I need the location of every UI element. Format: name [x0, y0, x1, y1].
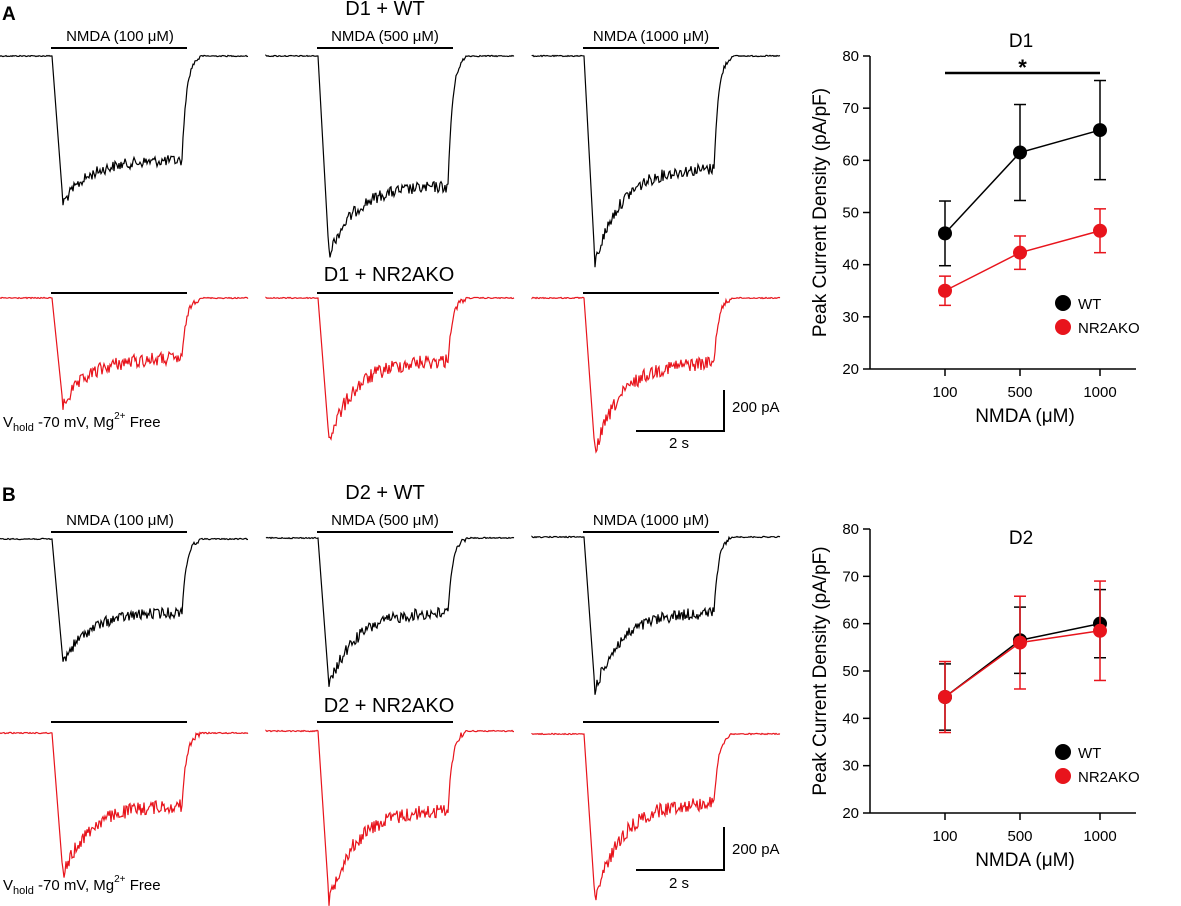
- x-tick-label: 1000: [1083, 384, 1116, 401]
- vhold-end: Free: [126, 877, 161, 894]
- x-axis-label: NMDA (μM): [975, 850, 1075, 871]
- chart-title: D2: [1009, 528, 1033, 549]
- data-point-wt: [938, 226, 952, 241]
- y-tick-label: 40: [842, 710, 859, 727]
- y-tick-label: 80: [842, 521, 859, 538]
- y-tick-label: 70: [842, 100, 859, 117]
- y-tick-label: 70: [842, 568, 859, 585]
- panel-b-ko-title: D2 + NR2AKO: [324, 695, 455, 717]
- panel-a-agonist-bars: [51, 47, 719, 294]
- vhold-mid: -70 mV, Mg: [34, 877, 114, 894]
- panel-b-letter: B: [2, 485, 16, 506]
- y-tick-label: 50: [842, 205, 859, 222]
- ko-current-trace: [265, 729, 514, 906]
- panel-a-scale-bar: 200 pA 2 s: [636, 390, 780, 452]
- panel-a: A D1 + WT NMDA (100 μM) NMDA (500 μM) NM…: [0, 0, 781, 454]
- panel-b-scale-bar: 200 pA 2 s: [636, 827, 780, 892]
- series-line-nr2ako: [944, 230, 1101, 292]
- y-tick-label: 30: [842, 309, 859, 326]
- panel-b-wt-title: D2 + WT: [345, 482, 424, 504]
- vhold-sup: 2+: [114, 411, 126, 422]
- vhold-sup: 2+: [114, 874, 126, 885]
- y-tick-label: 60: [842, 152, 859, 169]
- ko-current-trace: [265, 296, 515, 441]
- vhold-v: V: [3, 414, 13, 431]
- scale-bar-lines: [636, 827, 725, 871]
- y-axis-label: Peak Current Density (pA/pF): [810, 546, 831, 795]
- ko-current-trace: [531, 732, 781, 901]
- chart-d2: 20 30 40 50 60 70 80 100 500 1000 D2 NMDA (μM) Peak …: [810, 521, 1140, 871]
- wt-current-trace: [0, 537, 249, 662]
- x-tick-label: 500: [1007, 384, 1032, 401]
- panel-a-traces: [0, 54, 781, 454]
- y-tick-label: 60: [842, 616, 859, 633]
- ko-current-trace: [0, 296, 249, 410]
- chart-title: D1: [1009, 31, 1033, 52]
- wt-current-trace: [265, 54, 515, 258]
- data-point-nr2ako: [1013, 245, 1027, 260]
- y-axis-label: Peak Current Density (pA/pF): [810, 88, 831, 337]
- legend-marker-wt: [1055, 744, 1071, 760]
- x-tick-label: 100: [932, 828, 957, 845]
- ko-current-trace: [0, 731, 249, 878]
- panel-a-letter: A: [2, 4, 16, 25]
- series-line-wt: [944, 129, 1101, 234]
- wt-current-trace: [531, 535, 781, 695]
- panel-a-conc-label-1000: NMDA (1000 μM): [593, 28, 709, 45]
- vhold-sub: hold: [13, 885, 34, 897]
- panel-a-conc-label-500: NMDA (500 μM): [331, 28, 439, 45]
- data-point-nr2ako: [938, 690, 952, 705]
- chart-d1: 20 30 40 50 60 70 80 100 500 1000 D1 NMDA (μM) Peak …: [810, 31, 1140, 427]
- data-point-wt: [1013, 145, 1027, 160]
- legend-marker-wt: [1055, 295, 1071, 311]
- legend-label-wt: WT: [1078, 296, 1101, 313]
- panel-b-conc-label-500: NMDA (500 μM): [331, 512, 439, 529]
- scale-bar-x-label: 2 s: [669, 435, 689, 452]
- y-tick-label: 50: [842, 663, 859, 680]
- data-point-wt: [1093, 123, 1107, 138]
- panel-b: B D2 + WT NMDA (100 μM) NMDA (500 μM) NM…: [0, 482, 781, 906]
- panel-b-conc-label-100: NMDA (100 μM): [66, 512, 174, 529]
- vhold-v: V: [3, 877, 13, 894]
- wt-current-trace: [531, 54, 781, 268]
- scale-bar-lines: [636, 390, 725, 432]
- scale-bar-y-label: 200 pA: [732, 841, 780, 858]
- x-tick-label: 500: [1007, 828, 1032, 845]
- legend-label-nr2ako: NR2AKO: [1078, 769, 1140, 786]
- panel-b-agonist-bars: [51, 531, 719, 723]
- x-axis-label: NMDA (μM): [975, 406, 1075, 427]
- y-tick-label: 20: [842, 361, 859, 378]
- legend-label-wt: WT: [1078, 745, 1101, 762]
- data-point-nr2ako: [938, 283, 952, 298]
- wt-current-trace: [0, 54, 249, 206]
- panel-b-conc-label-1000: NMDA (1000 μM): [593, 512, 709, 529]
- vhold-end: Free: [126, 414, 161, 431]
- significance-marker: *: [1018, 55, 1027, 80]
- legend-marker-nr2ako: [1055, 768, 1071, 784]
- vhold-mid: -70 mV, Mg: [34, 414, 114, 431]
- x-tick-label: 100: [932, 384, 957, 401]
- y-tick-label: 80: [842, 48, 859, 65]
- panel-a-wt-title: D1 + WT: [345, 0, 424, 20]
- panel-a-conc-label-100: NMDA (100 μM): [66, 28, 174, 45]
- panel-b-traces: [0, 535, 781, 906]
- data-point-nr2ako: [1093, 223, 1107, 238]
- y-tick-label: 30: [842, 758, 859, 775]
- wt-current-trace: [265, 536, 515, 687]
- panel-a-ko-title: D1 + NR2AKO: [324, 264, 455, 286]
- y-tick-label: 20: [842, 805, 859, 822]
- ko-current-trace: [531, 296, 781, 454]
- y-tick-label: 40: [842, 257, 859, 274]
- legend-label-nr2ako: NR2AKO: [1078, 320, 1140, 337]
- panel-b-vhold: Vhold -70 mV, Mg2+ Free: [3, 874, 161, 897]
- vhold-sub: hold: [13, 422, 34, 434]
- scale-bar-y-label: 200 pA: [732, 399, 780, 416]
- x-tick-label: 1000: [1083, 828, 1116, 845]
- scale-bar-x-label: 2 s: [669, 875, 689, 892]
- panel-a-vhold: Vhold -70 mV, Mg2+ Free: [3, 411, 161, 434]
- data-point-nr2ako: [1093, 623, 1107, 638]
- data-point-nr2ako: [1013, 635, 1027, 650]
- legend-marker-nr2ako: [1055, 319, 1071, 335]
